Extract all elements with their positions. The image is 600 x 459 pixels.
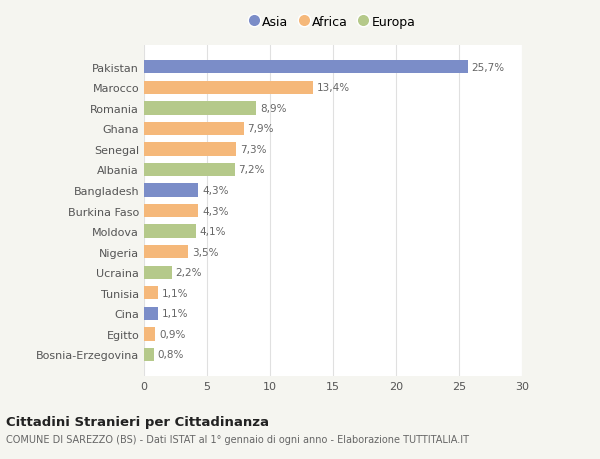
Text: 4,3%: 4,3% xyxy=(202,206,229,216)
Text: 4,3%: 4,3% xyxy=(202,185,229,196)
Legend: Asia, Africa, Europa: Asia, Africa, Europa xyxy=(247,12,419,33)
Bar xyxy=(144,266,172,280)
Text: 3,5%: 3,5% xyxy=(192,247,218,257)
Bar xyxy=(144,163,235,177)
Bar xyxy=(144,246,188,259)
Bar xyxy=(144,307,158,320)
Text: 2,2%: 2,2% xyxy=(176,268,202,278)
Text: 1,1%: 1,1% xyxy=(161,288,188,298)
Bar xyxy=(144,102,256,115)
Bar xyxy=(144,184,198,197)
Bar xyxy=(144,204,198,218)
Text: Cittadini Stranieri per Cittadinanza: Cittadini Stranieri per Cittadinanza xyxy=(6,415,269,428)
Text: 13,4%: 13,4% xyxy=(317,83,350,93)
Bar xyxy=(144,81,313,95)
Text: 7,3%: 7,3% xyxy=(240,145,266,155)
Text: 25,7%: 25,7% xyxy=(472,62,505,73)
Bar xyxy=(144,225,196,238)
Text: COMUNE DI SAREZZO (BS) - Dati ISTAT al 1° gennaio di ogni anno - Elaborazione TU: COMUNE DI SAREZZO (BS) - Dati ISTAT al 1… xyxy=(6,434,469,444)
Text: 1,1%: 1,1% xyxy=(161,309,188,319)
Bar xyxy=(144,328,155,341)
Bar xyxy=(144,348,154,361)
Text: 0,9%: 0,9% xyxy=(159,329,185,339)
Text: 4,1%: 4,1% xyxy=(199,227,226,237)
Text: 7,9%: 7,9% xyxy=(247,124,274,134)
Text: 0,8%: 0,8% xyxy=(158,350,184,360)
Bar xyxy=(144,286,158,300)
Bar xyxy=(144,123,244,136)
Bar xyxy=(144,143,236,156)
Text: 8,9%: 8,9% xyxy=(260,104,286,113)
Text: 7,2%: 7,2% xyxy=(239,165,265,175)
Bar xyxy=(144,61,468,74)
